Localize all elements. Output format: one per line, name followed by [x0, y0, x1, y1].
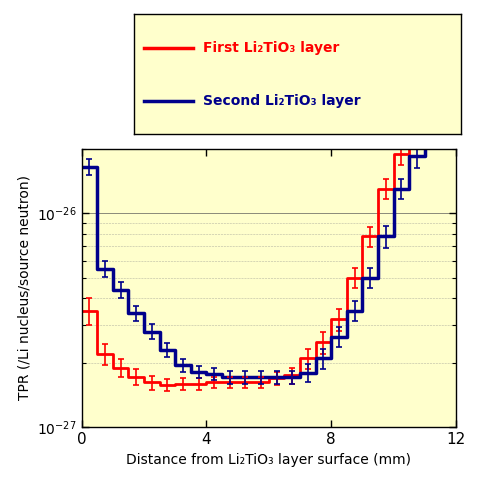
- Y-axis label: TPR (/Li nucleus/source neutron): TPR (/Li nucleus/source neutron): [18, 176, 32, 400]
- X-axis label: Distance from Li₂TiO₃ layer surface (mm): Distance from Li₂TiO₃ layer surface (mm): [126, 453, 411, 467]
- Text: Second Li₂TiO₃ layer: Second Li₂TiO₃ layer: [203, 94, 360, 108]
- Text: First Li₂TiO₃ layer: First Li₂TiO₃ layer: [203, 41, 339, 55]
